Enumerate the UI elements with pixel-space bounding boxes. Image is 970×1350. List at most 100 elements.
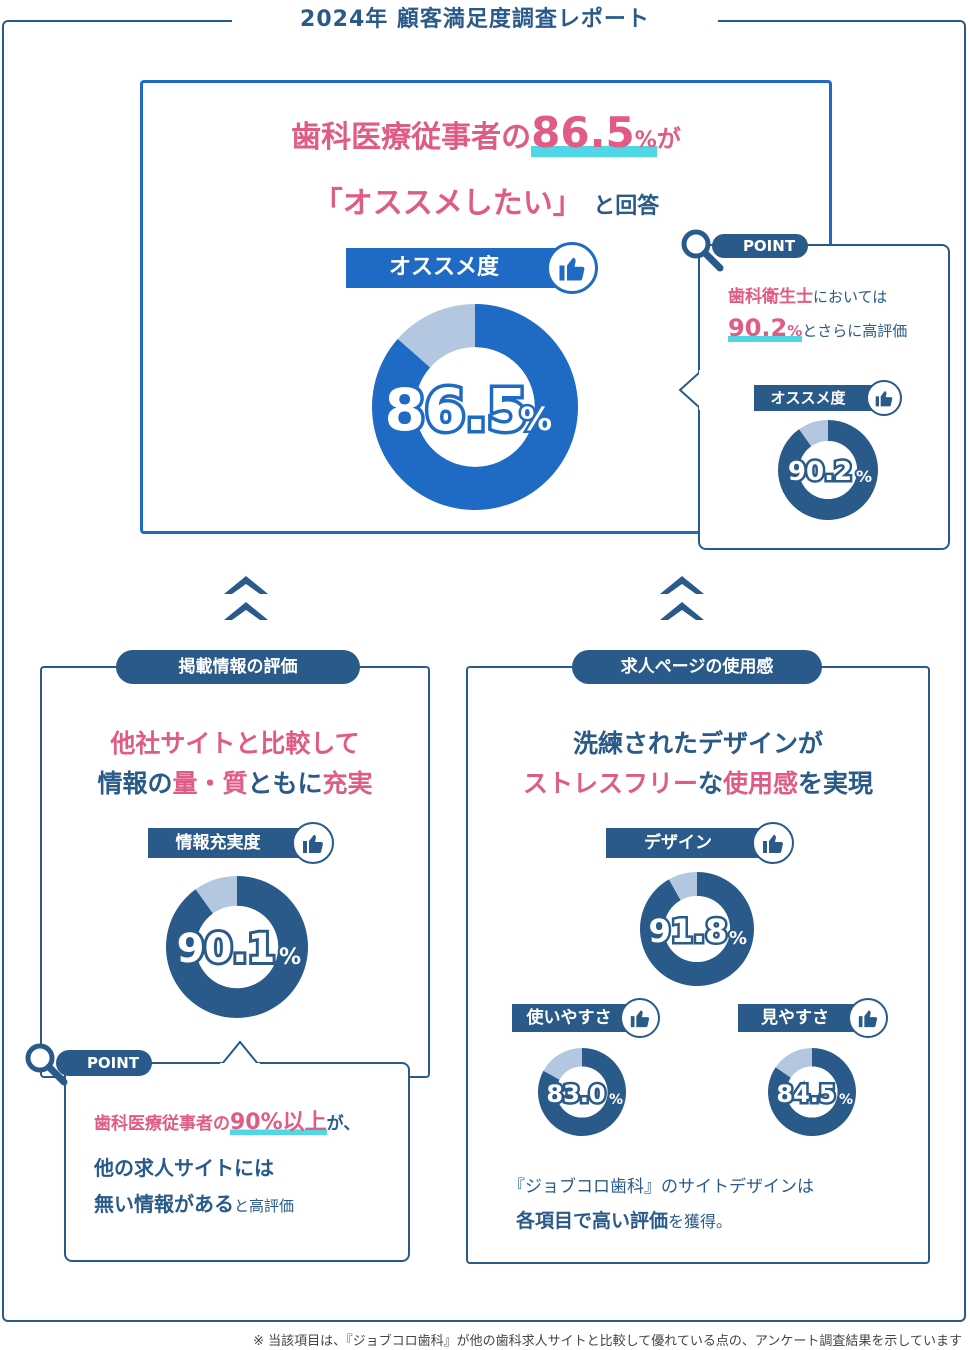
point-badge-main: POINT	[712, 234, 808, 258]
footnote: ※ 当該項目は、『ジョブコロ歯科』が他の歯科求人サイトと比較して優れている点の、…	[253, 1334, 962, 1349]
right-headline-part3: 使用感	[723, 769, 799, 798]
right-headline-line2: ストレスフリーな使用感を実現	[466, 764, 930, 800]
thumbs-up-icon	[763, 834, 783, 853]
usability-donut-hole	[556, 1066, 608, 1118]
main-thumb-badge	[546, 242, 598, 294]
design-label-bar: デザイン	[606, 828, 770, 858]
left-section-pill: 掲載情報の評価	[116, 650, 360, 684]
visibility-thumb-badge	[848, 998, 888, 1038]
point-left-tail: と高評価	[234, 1197, 295, 1215]
design-slice-remainder	[668, 872, 697, 901]
right-headline-part2: な	[697, 769, 723, 798]
left-headline-part4: 充実	[322, 769, 373, 798]
point-left-particle: が、	[326, 1114, 361, 1134]
main-headline-quote: 「オススメしたい」	[312, 186, 583, 221]
point-badge-left: POINT	[56, 1050, 152, 1076]
right-headline-part4: を実現	[798, 769, 874, 798]
point-left-line1: 歯科医療従事者の90%以上が、	[94, 1104, 360, 1136]
point-main-tail: とさらに高評価	[802, 322, 908, 340]
usability-slice-remainder	[543, 1048, 582, 1080]
callout-pointer-main	[678, 370, 702, 410]
main-label-bar: オススメ度	[346, 248, 572, 288]
point-callout-left	[64, 1062, 410, 1262]
usability-donut-value: 83.0	[546, 1080, 605, 1108]
usability-thumb-badge	[620, 998, 660, 1038]
left-slice-remainder	[195, 876, 237, 914]
usability-donut-unit: %	[609, 1092, 623, 1108]
point-left-line3: 無い情報があると高評価	[94, 1188, 294, 1217]
point-left-highlight: 無い情報がある	[94, 1192, 234, 1216]
point-main-thumb-badge	[866, 380, 902, 416]
usability-label-bar: 使いやすさ	[512, 1004, 640, 1032]
main-headline-value: 86.5%	[531, 108, 657, 157]
point-main-donut-chart: 90.2 %	[778, 420, 878, 520]
left-thumb-badge	[292, 822, 334, 864]
magnifier-icon	[681, 229, 724, 272]
left-headline-line1: 他社サイトと比較して	[110, 729, 360, 758]
left-slice-positive	[166, 876, 308, 1018]
thumbs-up-icon	[559, 257, 585, 281]
design-donut-unit: %	[729, 928, 747, 949]
thumbs-up-icon	[630, 1010, 650, 1028]
left-headline-part1: 情報の	[97, 769, 173, 798]
left-donut-unit: %	[279, 945, 301, 970]
right-footer-highlight: 各項目で高い評価	[516, 1210, 669, 1232]
right-section-pill: 求人ページの使用感	[572, 650, 822, 684]
thumbs-up-icon	[303, 834, 323, 853]
point-main-donut-hole	[799, 441, 857, 499]
point-main-number: 90.2	[728, 314, 788, 342]
design-donut-hole	[663, 895, 731, 963]
main-headline-particle: が	[656, 125, 681, 153]
design-thumb-badge	[752, 822, 794, 864]
usability-slice-positive	[538, 1048, 626, 1136]
point-main-label-bar: オススメ度	[754, 385, 880, 411]
main-donut-chart: 86.5 %	[372, 304, 578, 510]
visibility-label-bar: 見やすさ	[738, 1004, 866, 1032]
main-donut-value: 86.5	[384, 376, 527, 444]
point-main-donut-unit: %	[856, 467, 872, 486]
main-slice-positive	[372, 304, 578, 510]
right-headline-part1: ストレスフリー	[522, 769, 698, 798]
left-donut-chart: 90.1 %	[166, 876, 308, 1018]
left-donut-hole	[195, 905, 279, 989]
magnifier-icon	[25, 1043, 68, 1086]
visibility-donut-hole	[786, 1066, 838, 1118]
left-headline-line2: 情報の量・質ともに充実	[40, 764, 430, 800]
thumbs-up-icon	[858, 1010, 878, 1028]
point-main-value: 90.2%	[728, 314, 803, 342]
visibility-donut-unit: %	[839, 1092, 853, 1108]
point-main-line2: 90.2%とさらに高評価	[728, 314, 907, 342]
point-main-donut-value: 90.2	[788, 457, 852, 487]
thumbs-up-icon	[875, 391, 893, 407]
main-donut-unit: %	[520, 400, 552, 438]
main-headline-line1: 歯科医療従事者の86.5%が	[150, 108, 822, 157]
visibility-slice-remainder	[775, 1048, 812, 1078]
left-headline-part2: 量・質	[172, 769, 248, 798]
main-slice-remainder	[397, 304, 475, 368]
point-main-line1: 歯科衛生士においては	[728, 282, 887, 307]
point-left-line2: 他の求人サイトには	[94, 1156, 274, 1180]
chevron-up-icon	[660, 576, 704, 620]
right-headline-line1: 洗練されたデザインが	[572, 729, 823, 758]
main-headline-text: 歯科医療従事者の	[291, 120, 532, 155]
point-main-slice-positive	[778, 420, 878, 520]
report-title: 2024年 顧客満足度調査レポート	[232, 4, 718, 36]
visibility-donut-chart: 84.5 %	[768, 1048, 856, 1136]
usability-donut-chart: 83.0 %	[538, 1048, 626, 1136]
callout-pointer-left	[220, 1040, 260, 1066]
point-left-subject: 歯科医療従事者の	[94, 1114, 230, 1134]
main-headline-unit: %	[634, 128, 657, 153]
point-main-subject: 歯科衛生士	[728, 287, 813, 307]
main-headline-answer: と回答	[593, 194, 660, 219]
left-label-bar: 情報充実度	[148, 828, 308, 858]
point-main-unit: %	[787, 322, 803, 340]
right-footer-line2: 各項目で高い評価を獲得。	[516, 1206, 732, 1233]
main-headline-number: 86.5	[531, 108, 635, 157]
design-donut-chart: 91.8 %	[640, 872, 754, 986]
main-headline-line2: 「オススメしたい」 と回答	[150, 178, 822, 222]
main-donut-hole	[415, 347, 535, 467]
design-slice-positive	[640, 872, 754, 986]
point-main-connector: においては	[813, 288, 888, 306]
right-footer-tail: を獲得。	[668, 1212, 733, 1231]
left-donut-value: 90.1	[177, 926, 276, 972]
